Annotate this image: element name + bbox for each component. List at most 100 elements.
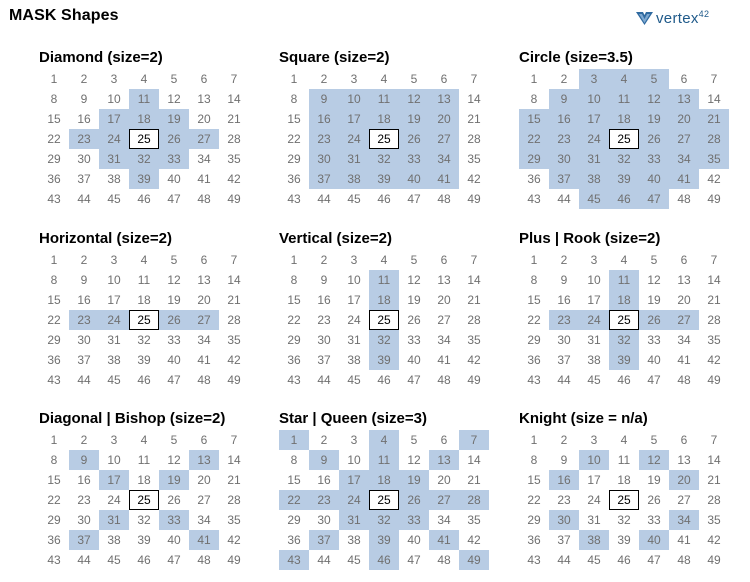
- grid-cell: 10: [339, 89, 369, 109]
- grid-cell: 48: [677, 192, 691, 206]
- grid-cell: 3: [590, 433, 598, 447]
- grid-cell: 32: [369, 330, 399, 350]
- grid-cell: 26: [407, 313, 421, 327]
- grid-cell: 14: [707, 273, 721, 287]
- vertex42-logo: vertex42: [636, 9, 709, 27]
- grid-cell: 16: [309, 109, 339, 129]
- grid-cell: 44: [77, 373, 91, 387]
- grid-cell: 9: [560, 453, 568, 467]
- grid-cell: 37: [77, 353, 91, 367]
- grid-cell: 12: [407, 273, 421, 287]
- grid-cell: 30: [77, 513, 91, 527]
- grid-cell: 33: [159, 510, 189, 530]
- grid-cell: 36: [287, 172, 301, 186]
- grid-cell: 24: [107, 493, 121, 507]
- grid-cell: 22: [527, 493, 541, 507]
- grid-cell: 43: [47, 553, 61, 567]
- grid-cell: 18: [369, 109, 399, 129]
- grid-cell: 44: [317, 192, 331, 206]
- grid-cell: 17: [587, 473, 601, 487]
- grid-cell: 42: [467, 353, 481, 367]
- grid-cell: 15: [527, 473, 541, 487]
- grid-cell: 4: [140, 253, 148, 267]
- grid-cell: 41: [197, 172, 211, 186]
- grid-cell: 9: [80, 92, 88, 106]
- grid-cell: 49: [707, 192, 721, 206]
- grid-cell: 28: [707, 313, 721, 327]
- grid-cell: 15: [287, 112, 301, 126]
- grid-cell: 21: [699, 109, 729, 129]
- grid-cell: 4: [620, 253, 628, 267]
- grid-cell: 1: [50, 433, 58, 447]
- panel-title: Circle (size=3.5): [519, 49, 633, 66]
- grid-cell: 48: [677, 373, 691, 387]
- grid-cell: 23: [317, 313, 331, 327]
- panel-title: Diamond (size=2): [39, 49, 163, 66]
- grid-cell: 21: [467, 293, 481, 307]
- grid-cell: 44: [77, 192, 91, 206]
- grid-cell: 24: [579, 129, 609, 149]
- grid-cell: 34: [197, 333, 211, 347]
- grid-cell: 3: [110, 253, 118, 267]
- grid-cell: 40: [167, 172, 181, 186]
- grid-cell: 49: [459, 550, 489, 570]
- grid-cell: 38: [107, 172, 121, 186]
- grid-cell: 34: [197, 513, 211, 527]
- grid-cell: 22: [47, 493, 61, 507]
- grid-cell: 41: [429, 530, 459, 550]
- grid-cell: 44: [557, 373, 571, 387]
- grid-cell: 3: [350, 72, 358, 86]
- grid-cell: 26: [399, 129, 429, 149]
- grid-cell: 30: [77, 152, 91, 166]
- grid-cell: 42: [707, 353, 721, 367]
- grid-cell: 10: [579, 89, 609, 109]
- grid-cell: 6: [200, 253, 208, 267]
- grid-cell: 13: [197, 92, 211, 106]
- grid-cell: 30: [309, 149, 339, 169]
- grid-cell: 45: [347, 373, 361, 387]
- grid-cell: 6: [680, 433, 688, 447]
- grid-cell: 5: [410, 253, 418, 267]
- grid-cell: 12: [167, 453, 181, 467]
- grid-cell: 21: [227, 112, 241, 126]
- panel-title: Square (size=2): [279, 49, 390, 66]
- grid-cell: 39: [617, 533, 631, 547]
- grid-cell: 22: [527, 313, 541, 327]
- grid-cell: 11: [137, 273, 151, 287]
- grid-cell: 29: [47, 152, 61, 166]
- mask-grid: 1 2 3 4 5 6 7 8 9 10 11 12 13 14 15 16 17 18 19 20 21 22 23 24 2…: [39, 430, 249, 570]
- grid-cell: 23: [77, 493, 91, 507]
- grid-cell: 49: [227, 553, 241, 567]
- grid-cell: 5: [650, 253, 658, 267]
- grid-cell: 29: [527, 513, 541, 527]
- grid-cell: 35: [699, 149, 729, 169]
- grid-cell: 10: [587, 273, 601, 287]
- grid-cell: 19: [167, 293, 181, 307]
- grid-cell: 20: [197, 473, 211, 487]
- grid-cell: 2: [560, 253, 568, 267]
- grid-cell: 23: [557, 493, 571, 507]
- grid-cell: 16: [317, 473, 331, 487]
- grid-cell: 29: [287, 513, 301, 527]
- grid-cell: 44: [317, 553, 331, 567]
- grid-cell: 36: [47, 353, 61, 367]
- grid-cell: 43: [527, 553, 541, 567]
- grid-cell: 23: [309, 490, 339, 510]
- grid-cell: 4: [380, 253, 388, 267]
- grid-cell-center: 25: [609, 129, 639, 149]
- grid-cell: 40: [167, 533, 181, 547]
- grid-cell: 47: [167, 553, 181, 567]
- grid-cell: 35: [467, 513, 481, 527]
- grid-cell: 43: [279, 550, 309, 570]
- grid-cell: 23: [69, 129, 99, 149]
- grid-cell: 22: [47, 132, 61, 146]
- grid-cell: 33: [639, 149, 669, 169]
- grid-cell-center: 25: [369, 129, 399, 149]
- grid-cell: 2: [560, 72, 568, 86]
- grid-cell: 20: [677, 293, 691, 307]
- grid-cell: 35: [707, 513, 721, 527]
- grid-cell: 4: [609, 69, 639, 89]
- grid-cell: 29: [287, 333, 301, 347]
- grid-cell: 15: [519, 109, 549, 129]
- grid-cell: 14: [227, 453, 241, 467]
